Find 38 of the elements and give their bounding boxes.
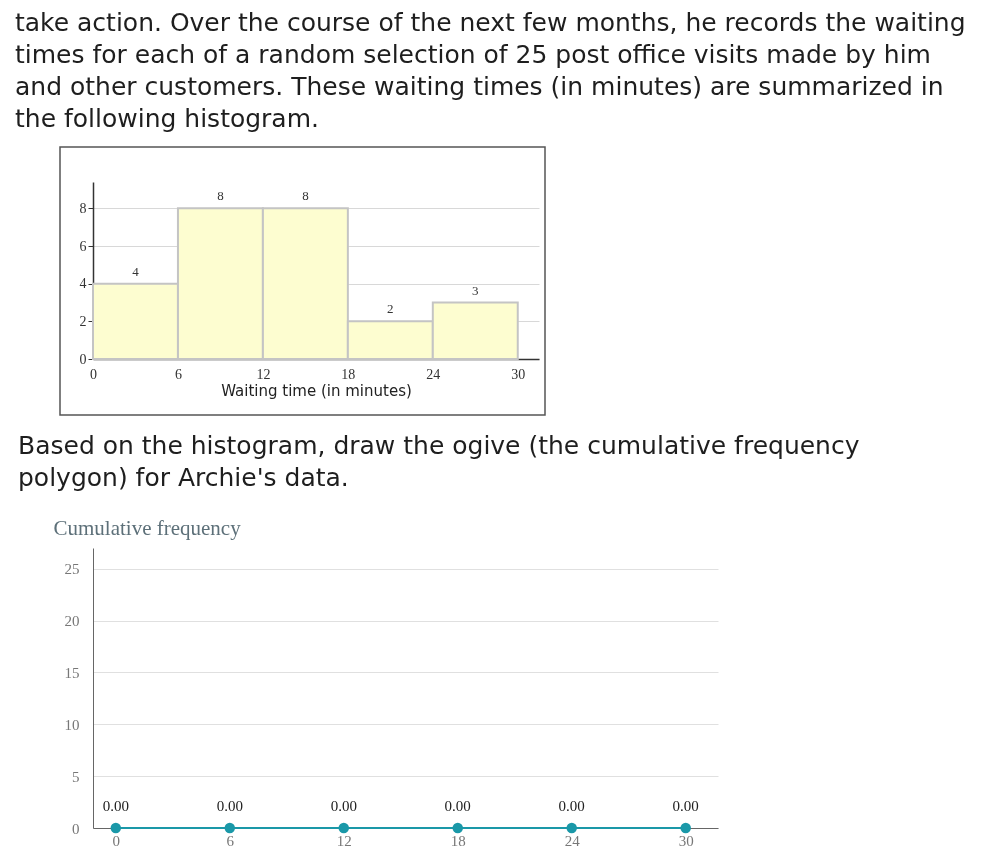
y-tick-label: 20 — [64, 613, 80, 630]
data-label: 3 — [472, 282, 479, 298]
data-label: 0.00 — [216, 798, 243, 814]
y-tick-label: 2 — [79, 313, 87, 329]
x-tick-label: 6 — [174, 366, 182, 382]
x-tick-label: 30 — [678, 832, 694, 849]
y-tick-label: 25 — [64, 561, 80, 578]
x-tick-label: 12 — [256, 366, 271, 382]
x-tick-label: 0 — [112, 832, 121, 849]
x-tick-label: 12 — [336, 832, 352, 849]
y-tick-label: 0 — [72, 820, 80, 837]
y-axis-title: Cumulative frequency — [53, 515, 242, 540]
data-label: 0.00 — [558, 798, 585, 814]
y-tick-label: 10 — [64, 716, 80, 733]
y-tick-label: 15 — [64, 664, 80, 681]
y-tick-label: 0 — [79, 351, 87, 367]
chart-title: take action. Over the course of the next few months, he records the waiting times for each of a random selection of 25 post office visits made by him and other customers. These waiting times (in minutes) are summarized in the following histogram. — [15, 8, 966, 134]
data-label: 0.00 — [330, 798, 357, 814]
chart-title: Based on the histogram, draw the ogive (the cumulative frequency polygon) for Archie's data. — [18, 431, 860, 492]
y-tick-label: 8 — [79, 200, 87, 216]
data-label: 8 — [217, 188, 224, 204]
x-tick-label: 6 — [226, 832, 235, 849]
data-label: 2 — [387, 301, 394, 317]
data-label: 0.00 — [672, 798, 699, 814]
data-label: 0.00 — [444, 798, 471, 814]
y-tick-label: 4 — [79, 276, 87, 292]
x-axis-title: Waiting time (in minutes) — [221, 381, 412, 400]
y-tick-label: 5 — [72, 768, 80, 785]
x-tick-label: 24 — [564, 832, 581, 849]
x-tick-label: 24 — [426, 366, 441, 382]
data-label: 4 — [132, 263, 140, 279]
x-tick-label: 0 — [90, 366, 97, 382]
y-tick-label: 6 — [79, 238, 87, 254]
x-tick-label: 18 — [450, 832, 466, 849]
x-tick-label: 30 — [511, 366, 526, 382]
data-label: 0.00 — [102, 798, 129, 814]
data-label: 8 — [302, 188, 309, 204]
x-tick-label: 18 — [341, 366, 356, 382]
